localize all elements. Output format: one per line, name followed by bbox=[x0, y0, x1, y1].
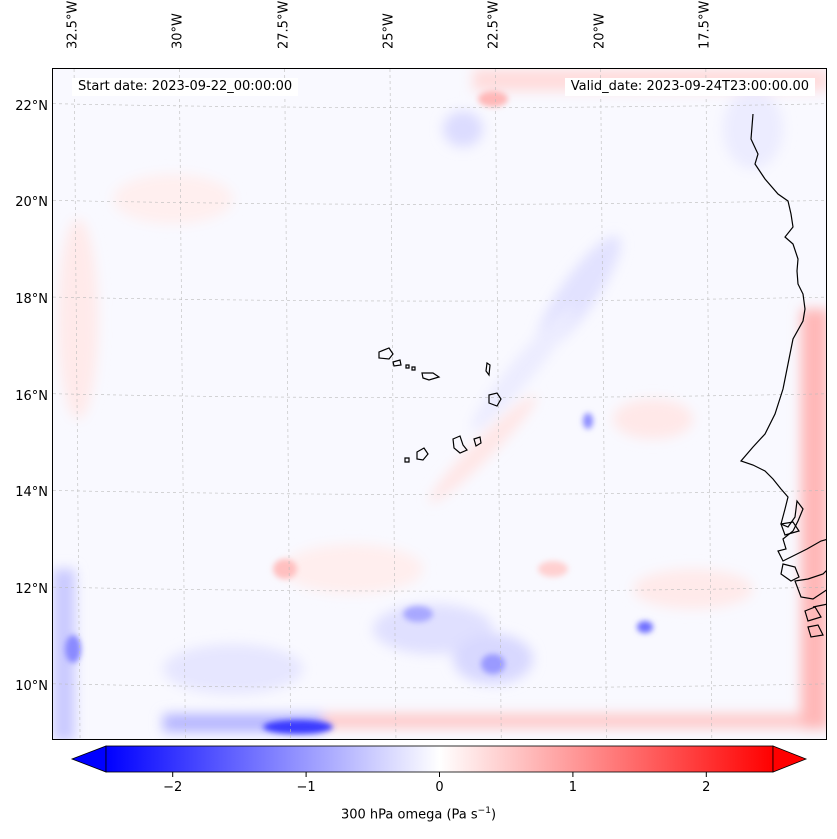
parallel-gridline bbox=[53, 200, 826, 205]
start-date-box: Start date: 2023-09-22_00:00:00 bbox=[72, 78, 299, 96]
valid-date-text: Valid_date: 2023-09-24T23:00:00.00 bbox=[570, 79, 809, 94]
right-edge-red-band bbox=[801, 309, 826, 729]
red-streak-mid bbox=[429, 395, 537, 503]
longitude-label: 30°W bbox=[170, 13, 186, 49]
red-patch-north bbox=[113, 174, 233, 224]
longitude-label: 27.5°W bbox=[276, 0, 292, 49]
meridian-gridline bbox=[705, 69, 713, 739]
meridian-gridline bbox=[73, 69, 81, 739]
map-panel bbox=[52, 68, 827, 740]
colorbar-min-extend-arrow bbox=[70, 745, 107, 773]
meridian-gridline bbox=[600, 69, 607, 739]
colorbar-tick-label: −2 bbox=[163, 780, 183, 795]
cape-verde-islands bbox=[378, 347, 502, 463]
blue-patch-ne bbox=[723, 89, 783, 169]
meridian-gridline bbox=[284, 69, 291, 739]
coastlines bbox=[378, 113, 826, 638]
west-africa-coastline bbox=[739, 113, 826, 562]
colorbar-tick-label: 2 bbox=[702, 780, 711, 795]
parallel-gridline bbox=[53, 103, 826, 108]
latitude-label: 16°N bbox=[15, 388, 48, 404]
blue-patch-south bbox=[373, 604, 493, 654]
latitude-label: 14°N bbox=[15, 485, 48, 501]
start-date-text: Start date: 2023-09-22_00:00:00 bbox=[78, 79, 293, 94]
latitude-label: 22°N bbox=[15, 98, 48, 114]
longitude-label: 17.5°W bbox=[697, 0, 713, 49]
omega-shading bbox=[53, 69, 826, 739]
parallel-gridline bbox=[53, 393, 826, 399]
longitude-label: 25°W bbox=[381, 13, 397, 49]
parallel-gridline bbox=[53, 296, 826, 302]
parallel-gridline bbox=[53, 490, 826, 495]
colorbar-gradient bbox=[105, 745, 774, 773]
gridlines bbox=[53, 69, 826, 739]
valid-date-box: Valid_date: 2023-09-24T23:00:00.00 bbox=[564, 78, 815, 96]
red-patch-east bbox=[613, 399, 693, 439]
meridian-gridline bbox=[179, 69, 186, 739]
colorbar-label: 300 hPa omega (Pa s−1) bbox=[340, 806, 497, 823]
blue-patch-north bbox=[443, 111, 483, 147]
red-patch-south-center bbox=[283, 544, 423, 594]
longitude-label: 22.5°W bbox=[486, 0, 502, 49]
meridian-gridline bbox=[389, 69, 397, 739]
colorbar-max-extend-arrow bbox=[772, 745, 808, 773]
colorbar-tick-label: 0 bbox=[435, 780, 444, 795]
colorbar-tick-label: 1 bbox=[568, 780, 578, 795]
latitude-label: 18°N bbox=[15, 292, 48, 308]
parallel-gridline bbox=[53, 586, 826, 592]
longitude-label: 32.5°W bbox=[65, 0, 81, 49]
left-edge-blue-band bbox=[53, 569, 75, 739]
colorbar-tick-label: −1 bbox=[296, 780, 316, 795]
red-patch-west bbox=[58, 219, 98, 419]
blue-patch-southwest bbox=[163, 644, 303, 694]
longitude-label: 20°W bbox=[592, 13, 608, 49]
omega-field-map bbox=[53, 69, 826, 739]
parallel-gridline bbox=[53, 683, 826, 689]
red-patch-se bbox=[633, 569, 753, 609]
latitude-label: 20°N bbox=[15, 195, 48, 211]
latitude-label: 12°N bbox=[15, 582, 48, 598]
bottom-edge-red-band bbox=[303, 714, 803, 728]
latitude-label: 10°N bbox=[15, 678, 48, 694]
colorbar bbox=[70, 745, 808, 777]
blue-streak-mid bbox=[470, 307, 576, 431]
